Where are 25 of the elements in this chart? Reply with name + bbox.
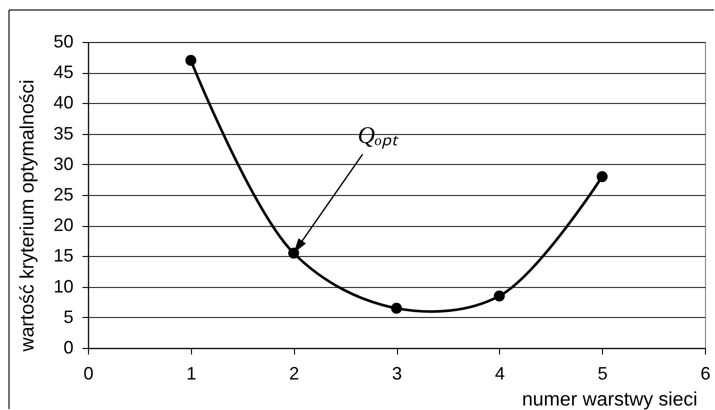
x-tick-label: 1 [186,364,196,384]
point [391,302,402,314]
x-tick-label: 5 [598,364,608,384]
x-tick-label: 3 [392,364,402,384]
y-tick-label: 0 [63,338,74,358]
x-axis-title: numer warstwy sieci [522,388,698,410]
y-tick-label: 15 [53,246,74,266]
x-tick-label: 2 [289,364,300,384]
y-tick-label: 10 [53,276,74,296]
y-tick-label: 50 [53,32,74,52]
y-tick-label: 5 [63,306,74,327]
y-tick-label: 45 [53,62,74,82]
y-tick-label: 35 [53,123,74,144]
x-tick-label: 4 [494,364,505,384]
y-axis-title: wartość kryterium optymalności [16,80,38,352]
point [185,54,196,66]
point [596,171,608,182]
x-tick-label: 6 [700,364,711,384]
point [288,248,300,259]
point [494,290,505,302]
y-tick-label: 40 [53,92,74,113]
y-tick-label: 20 [53,215,74,236]
x-tick-label: 0 [83,364,94,384]
y-tick-label: 30 [53,154,74,174]
y-tick-label: 25 [53,184,74,204]
